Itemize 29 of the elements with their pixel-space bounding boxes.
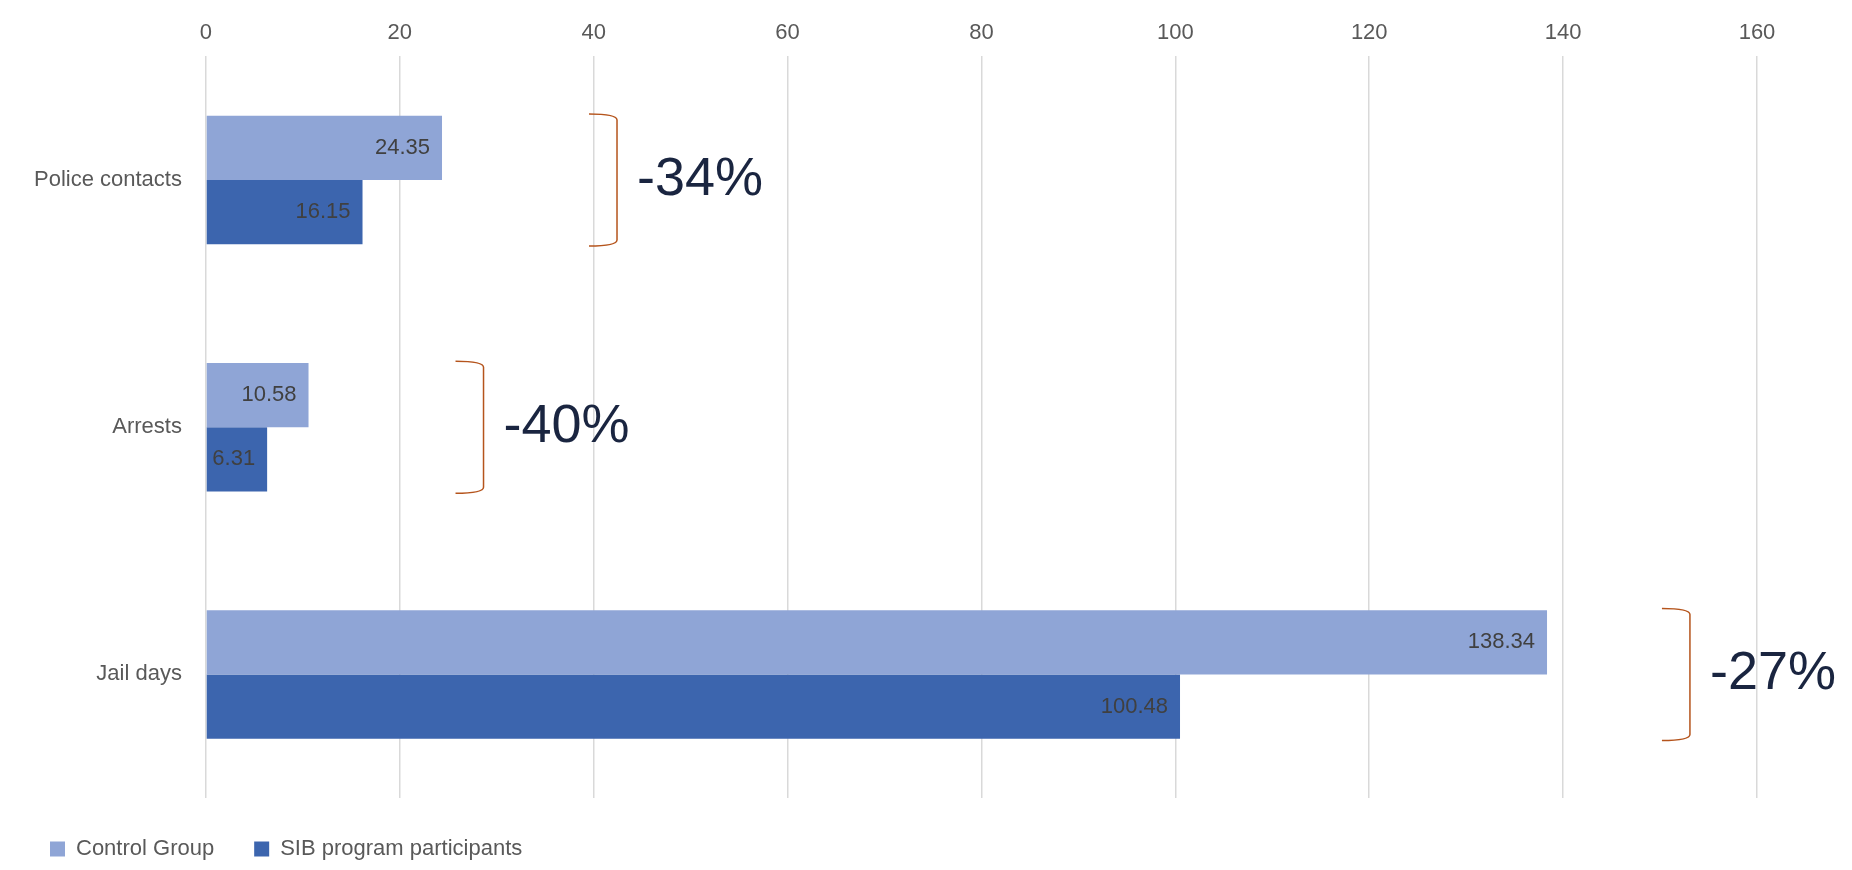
x-tick-label: 40 xyxy=(581,19,606,45)
x-tick-label: 80 xyxy=(969,19,994,45)
x-tick-label: 0 xyxy=(199,19,213,45)
bar xyxy=(206,362,309,428)
data-label: 6.31 xyxy=(212,445,256,471)
annotation: -40% xyxy=(503,393,630,454)
x-tick-label: 20 xyxy=(387,19,413,45)
data-label: 100.48 xyxy=(1100,692,1169,718)
x-tick-label: 140 xyxy=(1544,19,1582,45)
y-tick-label: Arrests xyxy=(112,413,182,439)
annotation: -27% xyxy=(1709,640,1836,701)
data-label: 16.15 xyxy=(295,198,351,224)
bar xyxy=(206,115,443,180)
legend-label: SIB program participants xyxy=(280,835,523,861)
data-label: 10.58 xyxy=(241,381,297,407)
bar xyxy=(206,427,268,492)
x-tick-label: 100 xyxy=(1157,19,1194,45)
data-label: 24.35 xyxy=(374,133,431,159)
x-tick-label: 60 xyxy=(775,19,800,45)
bar xyxy=(206,610,1548,675)
legend-label: Control Group xyxy=(76,835,215,861)
x-tick-label: 160 xyxy=(1738,19,1776,45)
x-tick-label: 120 xyxy=(1350,19,1388,45)
annotation: -34% xyxy=(637,145,764,206)
y-tick-label: Jail days xyxy=(96,660,182,686)
y-tick-label: Police contacts xyxy=(33,166,182,192)
bar xyxy=(206,674,1181,739)
data-label: 138.34 xyxy=(1467,628,1536,654)
bar xyxy=(206,180,363,245)
